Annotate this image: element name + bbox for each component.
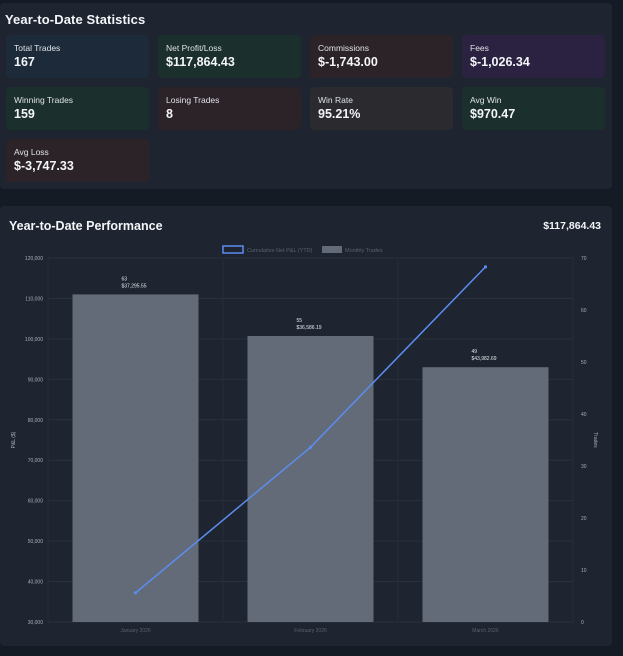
stat-value: $-1,026.34 xyxy=(470,55,530,69)
stat-card-winning-trades: Winning Trades 159 xyxy=(6,87,149,130)
stat-value: 95.21% xyxy=(318,107,361,121)
stat-card-losing-trades: Losing Trades 8 xyxy=(158,87,301,130)
y2-tick-label: 0 xyxy=(581,620,584,626)
stat-label: Fees xyxy=(470,43,489,53)
y-tick-label: 70,000 xyxy=(28,458,44,464)
y-axis-title: P&L ($) xyxy=(11,431,17,448)
x-tick-label: March 2026 xyxy=(472,628,499,634)
y2-tick-label: 10 xyxy=(581,568,587,574)
bar-count-label: 55 xyxy=(297,318,303,324)
chart-legend[interactable]: Cumulative Net P&L (YTD) Monthly Trades xyxy=(222,245,383,254)
stat-label: Win Rate xyxy=(318,95,353,105)
bar-count-label: 49 xyxy=(472,349,478,355)
legend-swatch-line xyxy=(222,245,244,254)
chart-labels: 63$37,295.55 January 2026 55$36,586.19 Febr… xyxy=(120,276,499,634)
y2-tick-label: 20 xyxy=(581,516,587,522)
stat-value: 8 xyxy=(166,107,173,121)
cumulative-pnl-point[interactable] xyxy=(308,445,313,449)
y2-tick-label: 60 xyxy=(581,308,587,314)
y-tick-label: 90,000 xyxy=(28,377,44,383)
x-tick-label: January 2026 xyxy=(120,628,151,634)
legend-swatch-bar xyxy=(322,246,342,253)
chart-bars xyxy=(72,294,549,622)
stat-card-avg-loss: Avg Loss $-3,747.33 xyxy=(6,139,149,182)
stat-card-total-trades: Total Trades 167 xyxy=(6,35,149,78)
performance-title: Year-to-Date Performance xyxy=(9,219,163,233)
stat-label: Avg Win xyxy=(470,95,502,105)
legend-label-bar[interactable]: Monthly Trades xyxy=(345,248,383,254)
stat-label: Winning Trades xyxy=(14,95,74,105)
bar-monthly-trades[interactable] xyxy=(72,294,199,622)
bar-monthly-trades[interactable] xyxy=(247,336,374,622)
x-tick-label: February 2026 xyxy=(294,628,327,634)
stat-value: $-1,743.00 xyxy=(318,55,378,69)
y-tick-label: 100,000 xyxy=(25,337,43,343)
stat-label: Total Trades xyxy=(14,43,61,53)
y-tick-label: 80,000 xyxy=(28,418,44,424)
y2-axis-title: Trades xyxy=(592,432,598,448)
stat-card-net-profit-loss: Net Profit/Loss $117,864.43 xyxy=(158,35,301,78)
stats-title: Year-to-Date Statistics xyxy=(5,12,146,27)
chart-line-series xyxy=(133,265,488,595)
stat-card-win-rate: Win Rate 95.21% xyxy=(310,87,453,130)
stat-label: Commissions xyxy=(318,43,370,53)
y2-tick-label: 70 xyxy=(581,256,587,262)
ytd-statistics-panel: Year-to-Date Statistics Total Trades 167… xyxy=(0,3,612,189)
bar-amount-label: $43,982.69 xyxy=(472,356,497,362)
stat-card-fees: Fees $-1,026.34 xyxy=(462,35,605,78)
bar-amount-label: $37,295.55 xyxy=(122,283,147,289)
stat-card-commissions: Commissions $-1,743.00 xyxy=(310,35,453,78)
stat-value: $117,864.43 xyxy=(166,55,235,69)
stat-label: Avg Loss xyxy=(14,147,49,157)
stat-value: $-3,747.33 xyxy=(14,159,74,173)
legend-label-line[interactable]: Cumulative Net P&L (YTD) xyxy=(247,248,313,254)
bar-monthly-trades[interactable] xyxy=(422,367,549,622)
y-tick-label: 30,000 xyxy=(28,620,44,626)
y2-tick-label: 40 xyxy=(581,412,587,418)
ytd-performance-panel: Year-to-Date Performance $117,864.43 Cum… xyxy=(0,206,612,646)
y-tick-label: 50,000 xyxy=(28,539,44,545)
stat-value: 167 xyxy=(14,55,35,69)
stat-label: Losing Trades xyxy=(166,95,220,105)
bar-amount-label: $36,586.19 xyxy=(297,325,322,331)
stat-card-avg-win: Avg Win $970.47 xyxy=(462,87,605,130)
y2-tick-label: 50 xyxy=(581,360,587,366)
stat-value: 159 xyxy=(14,107,35,121)
performance-total: $117,864.43 xyxy=(543,220,601,232)
performance-chart: Cumulative Net P&L (YTD) Monthly Trades … xyxy=(11,245,598,634)
cumulative-pnl-point[interactable] xyxy=(133,591,138,595)
bar-count-label: 63 xyxy=(122,276,128,282)
y2-tick-label: 30 xyxy=(581,464,587,470)
cumulative-pnl-point[interactable] xyxy=(483,265,488,269)
stat-value: $970.47 xyxy=(470,107,516,121)
y-tick-label: 110,000 xyxy=(25,296,43,302)
y-tick-label: 40,000 xyxy=(28,580,44,586)
stat-label: Net Profit/Loss xyxy=(166,43,222,53)
y-tick-label: 60,000 xyxy=(28,499,44,505)
y-tick-label: 120,000 xyxy=(25,256,43,262)
